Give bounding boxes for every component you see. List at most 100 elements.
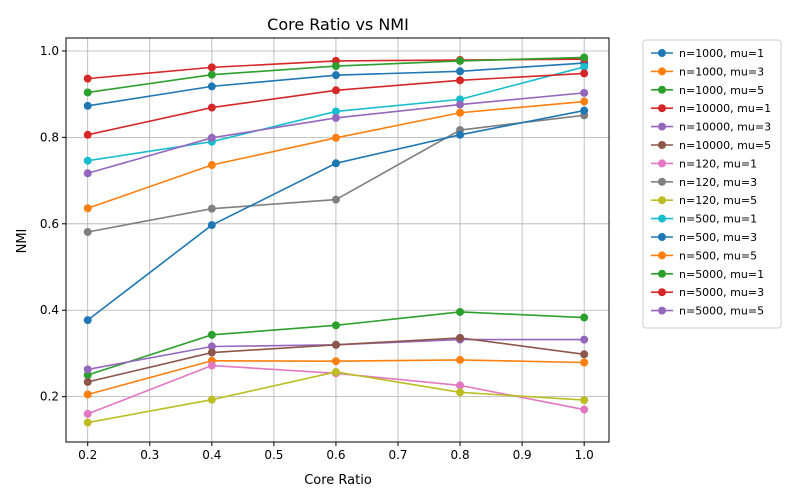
legend-item: n=5000, mu=3 bbox=[651, 286, 764, 299]
data-point bbox=[456, 333, 465, 342]
legend-label: n=120, mu=3 bbox=[679, 176, 757, 189]
data-point bbox=[207, 361, 216, 370]
legend-item: n=1000, mu=1 bbox=[651, 47, 764, 60]
data-point bbox=[83, 156, 92, 165]
legend-label: n=500, mu=3 bbox=[679, 231, 757, 244]
legend-swatch-marker bbox=[658, 251, 666, 260]
data-point bbox=[331, 340, 340, 349]
data-point bbox=[580, 405, 589, 414]
data-point bbox=[207, 395, 216, 404]
legend: n=1000, mu=1 n=1000, mu=3 n=1000, mu=5 n=10… bbox=[642, 39, 782, 329]
legend-label: n=120, mu=1 bbox=[679, 157, 757, 170]
series-0 bbox=[83, 59, 589, 110]
data-point bbox=[83, 390, 92, 399]
legend-label: n=5000, mu=1 bbox=[679, 268, 764, 281]
data-point bbox=[456, 381, 465, 390]
x-axis-label: Core Ratio bbox=[304, 473, 372, 488]
legend-swatch-marker bbox=[658, 67, 666, 76]
data-point bbox=[331, 86, 340, 95]
legend-item: n=120, mu=3 bbox=[651, 176, 757, 189]
data-point bbox=[580, 313, 589, 322]
data-point bbox=[83, 228, 92, 237]
data-point bbox=[83, 371, 92, 380]
legend-item: n=500, mu=5 bbox=[651, 249, 757, 262]
legend-label: n=1000, mu=5 bbox=[679, 84, 764, 97]
legend-item: n=500, mu=1 bbox=[651, 213, 757, 226]
data-point bbox=[456, 76, 465, 85]
data-point bbox=[456, 355, 465, 364]
data-point bbox=[456, 100, 465, 109]
legend-swatch-marker bbox=[658, 214, 666, 223]
data-point bbox=[207, 133, 216, 142]
data-point bbox=[331, 368, 340, 377]
legend-label: n=10000, mu=3 bbox=[679, 121, 771, 134]
legend-swatch-marker bbox=[658, 306, 666, 315]
legend-swatch-marker bbox=[658, 177, 666, 186]
legend-item: n=5000, mu=1 bbox=[651, 268, 764, 281]
data-point bbox=[83, 409, 92, 418]
data-point bbox=[331, 321, 340, 330]
legend-box bbox=[642, 39, 782, 329]
data-point bbox=[580, 62, 589, 71]
legend-swatch-marker bbox=[658, 288, 666, 297]
data-point bbox=[456, 56, 465, 65]
x-tick-label: 0.5 bbox=[264, 448, 283, 462]
legend-label: n=500, mu=5 bbox=[679, 249, 757, 262]
x-tick-label: 0.7 bbox=[388, 448, 407, 462]
series-layer bbox=[83, 53, 589, 427]
axis-ticks: 0.2 0.3 0.4 0.5 0.6 0.7 0.8 0.9 1.0 0.2 0.4 0.6 0.8 1… bbox=[40, 44, 594, 462]
chart-title: Core Ratio vs NMI bbox=[267, 15, 409, 34]
data-point bbox=[331, 62, 340, 71]
legend-label: n=10000, mu=5 bbox=[679, 139, 771, 152]
data-point bbox=[580, 350, 589, 359]
data-point bbox=[83, 316, 92, 325]
legend-swatch-marker bbox=[658, 196, 666, 205]
data-point bbox=[580, 88, 589, 97]
data-point bbox=[83, 418, 92, 427]
data-point bbox=[207, 103, 216, 112]
y-tick-label: 0.4 bbox=[40, 303, 59, 317]
legend-label: n=5000, mu=5 bbox=[679, 305, 764, 318]
y-tick-label: 0.2 bbox=[40, 390, 59, 404]
data-point bbox=[83, 74, 92, 83]
data-point bbox=[580, 106, 589, 115]
data-point bbox=[207, 70, 216, 79]
data-point bbox=[456, 307, 465, 316]
data-point bbox=[207, 161, 216, 170]
y-tick-label: 0.6 bbox=[40, 217, 59, 231]
data-point bbox=[456, 67, 465, 76]
series-2 bbox=[83, 307, 589, 380]
series-12 bbox=[83, 53, 589, 97]
data-point bbox=[580, 53, 589, 62]
legend-item: n=10000, mu=1 bbox=[651, 102, 771, 115]
data-point bbox=[331, 357, 340, 366]
series-13 bbox=[83, 69, 589, 139]
legend-swatch-marker bbox=[658, 104, 666, 113]
data-point bbox=[83, 169, 92, 178]
plot-area bbox=[65, 37, 610, 443]
legend-item: n=5000, mu=5 bbox=[651, 305, 764, 318]
legend-swatch-marker bbox=[658, 159, 666, 168]
data-point bbox=[83, 130, 92, 139]
legend-swatch-marker bbox=[658, 233, 666, 241]
data-point bbox=[580, 97, 589, 106]
legend-swatch-marker bbox=[658, 141, 666, 149]
data-point bbox=[456, 108, 465, 117]
data-point bbox=[207, 330, 216, 339]
data-point bbox=[456, 388, 465, 397]
series-5 bbox=[83, 333, 589, 386]
legend-label: n=120, mu=5 bbox=[679, 194, 757, 207]
legend-label: n=5000, mu=3 bbox=[679, 286, 764, 299]
legend-item: n=10000, mu=5 bbox=[651, 139, 771, 152]
legend-item: n=500, mu=3 bbox=[651, 231, 757, 244]
data-point bbox=[83, 204, 92, 213]
series-14 bbox=[83, 88, 589, 178]
x-tick-label: 1.0 bbox=[575, 448, 594, 462]
x-tick-label: 0.3 bbox=[140, 448, 159, 462]
data-point bbox=[331, 159, 340, 168]
data-point bbox=[83, 377, 92, 386]
y-tick-label: 0.8 bbox=[40, 130, 59, 144]
legend-item: n=120, mu=5 bbox=[651, 194, 757, 207]
